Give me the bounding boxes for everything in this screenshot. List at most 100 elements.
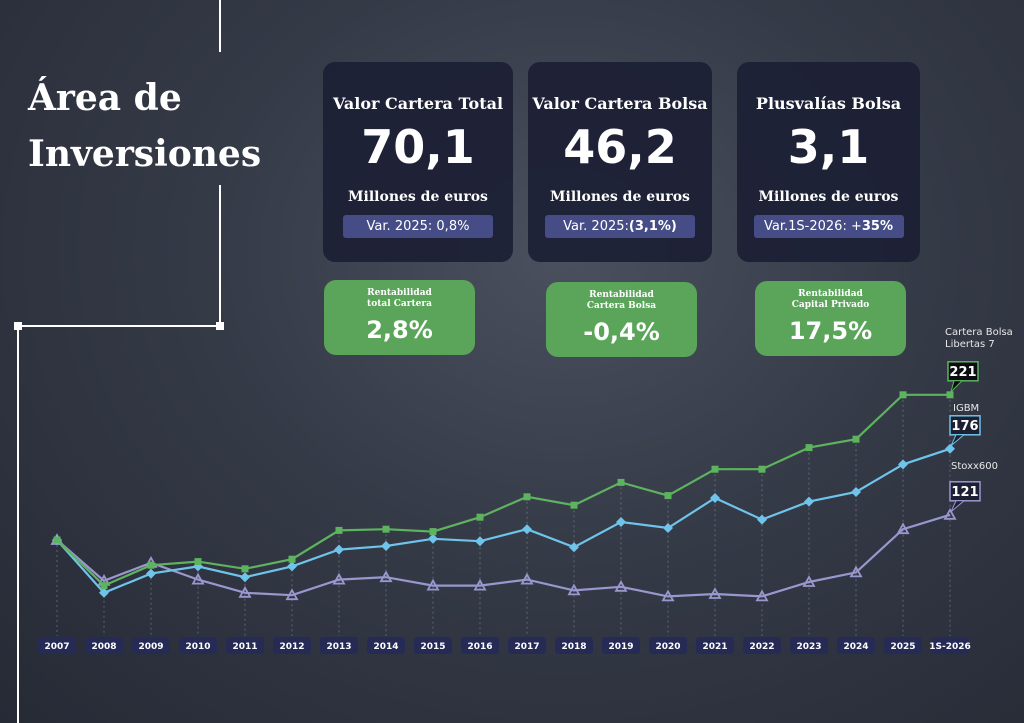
return-label: Rentabilidad total Cartera <box>367 288 432 309</box>
frame <box>17 0 221 723</box>
end-label: 121 <box>951 485 978 500</box>
end-label-pointer <box>950 380 964 394</box>
marker <box>805 444 813 452</box>
marker <box>426 578 440 591</box>
category-box <box>132 637 170 654</box>
kpi-card: Valor Cartera Total 70,1 Millones de euros… <box>323 62 513 262</box>
kpi-title: Valor Cartera Bolsa <box>532 94 708 113</box>
corner <box>216 322 224 330</box>
marker <box>661 589 675 602</box>
marker <box>520 572 534 585</box>
x-tick-label: 2011 <box>232 642 257 652</box>
kpi-unit: Millones de euros <box>348 189 488 205</box>
category-box <box>555 637 593 654</box>
kpi-title: Valor Cartera Total <box>332 94 504 113</box>
kpi-variation: Var. 2025: 0,8% <box>343 215 493 238</box>
x-tick-label: 2022 <box>749 642 774 652</box>
x-tick-label: 2014 <box>373 642 398 652</box>
marker <box>802 575 816 587</box>
marker <box>522 524 532 535</box>
marker <box>381 541 391 551</box>
marker <box>616 517 626 527</box>
category-box <box>38 637 76 654</box>
marker <box>285 588 299 601</box>
variation-strong: (3,1%) <box>628 219 677 234</box>
kpi-variation: Var.1S-2026: +35% <box>753 215 904 238</box>
end-label-pointer <box>950 434 966 447</box>
x-tick-label: 2013 <box>326 642 351 652</box>
kpi-value: 46,2 <box>563 120 677 174</box>
return-value: 2,8% <box>366 316 433 344</box>
marker <box>53 536 61 544</box>
x-tick-label: 2025 <box>890 642 915 652</box>
x-tick-label: 2012 <box>279 642 304 652</box>
marker <box>710 493 720 503</box>
x-tick-label: 2018 <box>561 642 586 652</box>
category-box <box>649 637 687 654</box>
x-tick-label: 2010 <box>185 642 210 652</box>
category-box <box>790 637 828 654</box>
kpi-card: Plusvalías Bolsa 3,1 Millones de euros Var.… <box>737 62 920 262</box>
return-value: -0,4% <box>583 318 660 346</box>
marker <box>379 570 393 583</box>
series-line <box>56 393 950 587</box>
x-tick-label: 2024 <box>843 642 868 652</box>
page-title: Área de Inversiones <box>28 77 262 175</box>
marker <box>287 561 297 572</box>
marker <box>758 465 766 473</box>
category-box <box>931 637 969 654</box>
category-box <box>508 637 546 654</box>
marker <box>849 565 863 578</box>
variation-text: Var. 2025: 0,8% <box>366 219 470 234</box>
marker <box>475 536 485 547</box>
marker <box>851 487 861 497</box>
return-label: Rentabilidad Cartera Bolsa <box>586 290 657 311</box>
marker <box>899 391 907 399</box>
category-box <box>273 637 311 654</box>
marker <box>332 572 346 585</box>
category-box <box>602 637 640 654</box>
x-tick-label: 2015 <box>420 642 445 652</box>
variation-strong: 35% <box>861 219 893 234</box>
marker <box>804 496 814 507</box>
return-card: Rentabilidad Capital Privado 17,5% <box>755 281 906 356</box>
category-box <box>837 637 875 654</box>
marker <box>99 587 109 598</box>
marker <box>241 565 249 573</box>
corner <box>14 322 22 330</box>
variation-text: Var.1S-2026: + <box>764 219 862 234</box>
category-box <box>320 637 358 654</box>
legend-label: Cartera Bolsa Libertas 7 <box>945 327 1013 350</box>
kpi-unit: Millones de euros <box>758 189 899 205</box>
category-box <box>461 637 499 654</box>
kpi-value: 3,1 <box>787 120 870 174</box>
marker <box>100 582 108 590</box>
marker <box>896 522 910 535</box>
end-label: 176 <box>951 419 978 434</box>
x-tick-label: 2017 <box>514 642 539 652</box>
category-box <box>696 637 734 654</box>
x-tick-label: 2008 <box>91 642 116 652</box>
marker <box>617 478 625 486</box>
marker <box>288 555 296 563</box>
marker <box>240 572 250 583</box>
marker <box>191 572 205 585</box>
end-label-box <box>949 481 981 502</box>
marker <box>429 528 437 536</box>
x-tick-label: 2009 <box>138 642 163 652</box>
return-card: Rentabilidad total Cartera 2,8% <box>324 280 475 355</box>
marker <box>755 589 769 602</box>
marker <box>382 525 390 533</box>
marker <box>664 492 672 500</box>
x-tick-label: 1S-2026 <box>929 642 971 652</box>
marker <box>476 513 484 521</box>
marker <box>146 568 156 579</box>
marker <box>663 523 673 533</box>
x-tick-label: 2020 <box>655 642 680 652</box>
marker <box>945 443 955 454</box>
marker <box>852 435 860 443</box>
x-tick-label: 2023 <box>796 642 821 652</box>
marker <box>711 465 719 473</box>
x-tick-label: 2019 <box>608 642 633 652</box>
